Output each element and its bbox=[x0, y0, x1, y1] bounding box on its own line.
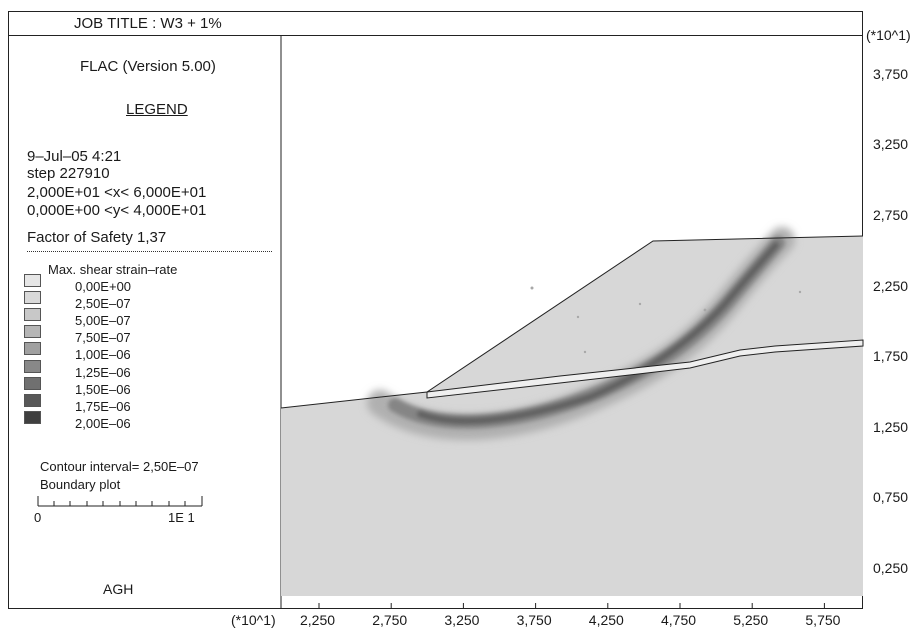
contour-level-label: 1,75E–06 bbox=[75, 398, 131, 414]
x-range: 2,000E+01 <x< 6,000E+01 bbox=[27, 184, 207, 201]
contour-level-label: 1,00E–06 bbox=[75, 347, 131, 363]
y-tick-label: 0,250 bbox=[873, 560, 909, 576]
contour-swatch bbox=[24, 274, 41, 287]
contour-interval: Contour interval= 2,50E–07 bbox=[40, 459, 199, 474]
x-axis-ticks bbox=[318, 603, 825, 609]
x-tick-label: 5,250 bbox=[733, 612, 769, 628]
x-axis-multiplier: (*10^1) bbox=[231, 612, 276, 628]
date-time: 9–Jul–05 4:21 bbox=[27, 148, 122, 165]
contour-swatch bbox=[24, 308, 41, 322]
contour-level-label: 1,25E–06 bbox=[75, 364, 131, 380]
y-tick-label: 2,750 bbox=[873, 207, 909, 223]
x-tick-label: 3,750 bbox=[516, 612, 552, 628]
y-tick-label: 2,250 bbox=[873, 278, 909, 294]
contour-level-label: 0,00E+00 bbox=[75, 279, 132, 294]
contour-level-label: 2,00E–06 bbox=[75, 415, 131, 431]
contour-specks bbox=[530, 286, 802, 354]
y-tick-label: 1,750 bbox=[873, 348, 909, 364]
step-count: step 227910 bbox=[27, 165, 110, 182]
contour-title: Max. shear strain–rate bbox=[48, 262, 178, 277]
contour-swatch bbox=[24, 393, 41, 407]
contour-swatch bbox=[24, 325, 41, 339]
contour-level-label: 5,00E–07 bbox=[75, 313, 131, 329]
y-axis-multiplier: (*10^1) bbox=[866, 27, 911, 43]
contour-swatch bbox=[24, 342, 41, 356]
weak-layer bbox=[426, 339, 864, 399]
program-version: FLAC (Version 5.00) bbox=[80, 58, 216, 75]
y-tick-label: 0,750 bbox=[873, 489, 909, 505]
boundary-plot-label: Boundary plot bbox=[40, 477, 121, 492]
contour-swatch bbox=[24, 376, 41, 390]
contour-level-label: 7,50E–07 bbox=[75, 330, 131, 346]
x-tick-label: 4,750 bbox=[661, 612, 697, 628]
legend-divider bbox=[27, 251, 272, 252]
x-tick-label: 2,750 bbox=[372, 612, 408, 628]
organization-label: AGH bbox=[103, 581, 134, 597]
contour-swatch bbox=[24, 410, 41, 424]
y-tick-label: 1,250 bbox=[873, 419, 909, 435]
scale-max-label: 1E 1 bbox=[168, 510, 195, 525]
y-tick-label: 3,750 bbox=[873, 66, 909, 82]
contour-level-label: 1,50E–06 bbox=[75, 381, 131, 397]
y-range: 0,000E+00 <y< 4,000E+01 bbox=[27, 202, 207, 219]
x-tick-label: 4,250 bbox=[588, 612, 624, 628]
title-bar bbox=[8, 11, 863, 36]
scale-min-label: 0 bbox=[34, 510, 42, 525]
legend-heading: LEGEND bbox=[126, 101, 188, 118]
job-title: JOB TITLE : W3 + 1% bbox=[74, 15, 222, 32]
contour-swatch bbox=[24, 291, 41, 305]
x-tick-label: 5,750 bbox=[805, 612, 841, 628]
scale-bar bbox=[37, 496, 203, 507]
y-tick-label: 3,250 bbox=[873, 136, 909, 152]
contour-level-label: 2,50E–07 bbox=[75, 296, 131, 312]
contour-swatch bbox=[24, 359, 41, 373]
factor-of-safety: Factor of Safety 1,37 bbox=[27, 229, 167, 246]
x-tick-label: 2,250 bbox=[300, 612, 336, 628]
x-tick-label: 3,250 bbox=[444, 612, 480, 628]
slope-boundary bbox=[280, 235, 864, 409]
